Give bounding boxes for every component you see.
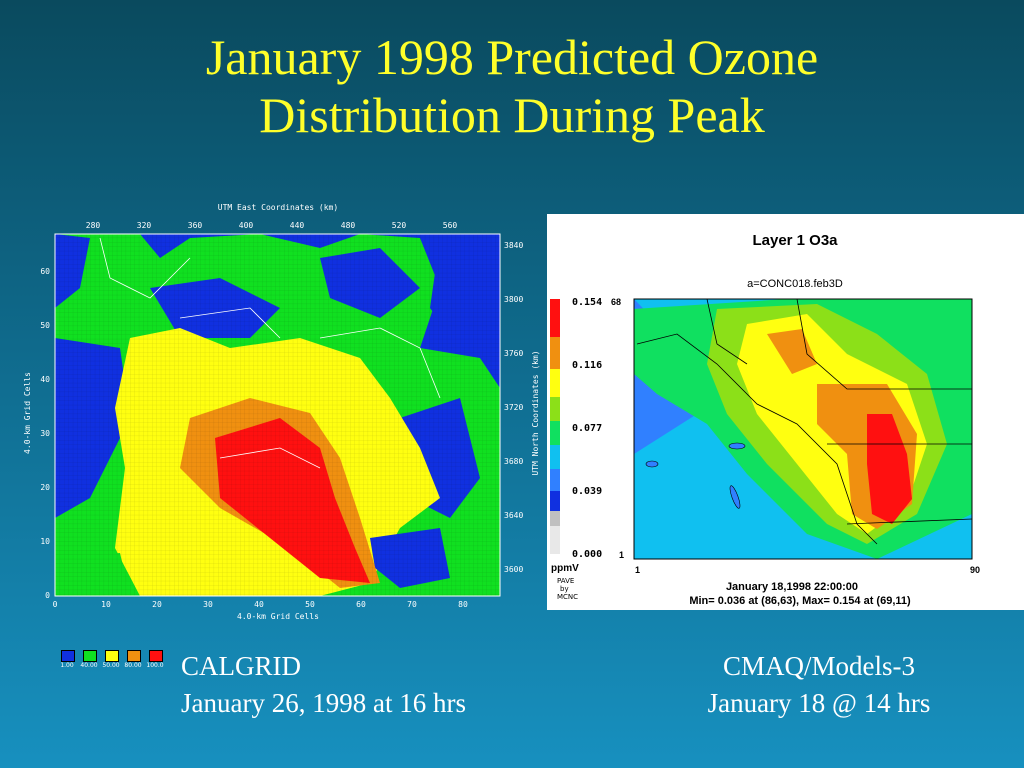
right-tick: 3680 <box>504 457 523 466</box>
left-caption-model: CALGRID <box>181 651 301 681</box>
cmaq-ozone-map: Layer 1 O3a a=CONC018.feb3D 0.154 0.116 … <box>547 214 1024 610</box>
top-tick: 440 <box>290 221 305 230</box>
top-axis-title: UTM East Coordinates (km) <box>218 203 338 212</box>
bottom-tick: 80 <box>458 600 468 609</box>
concentration-field <box>55 234 500 596</box>
x-axis-start: 1 <box>635 565 640 575</box>
left-tick: 20 <box>40 483 50 492</box>
top-tick: 280 <box>86 221 101 230</box>
calgrid-ozone-map: UTM East Coordinates (km) 4.0-km Grid Ce… <box>23 203 540 621</box>
right-caption-date: January 18 @ 14 hrs <box>707 688 931 718</box>
bottom-tick: 70 <box>407 600 417 609</box>
right-tick: 3840 <box>504 241 523 250</box>
legend-label: 40.00 <box>80 662 98 669</box>
right-caption: CMAQ/Models-3 January 18 @ 14 hrs <box>676 648 962 722</box>
legend-label: 50.00 <box>102 662 120 669</box>
bottom-axis-title: 4.0-km Grid Cells <box>237 612 319 621</box>
bottom-tick: 40 <box>254 600 264 609</box>
legend-swatch <box>149 650 163 662</box>
top-tick: 480 <box>341 221 356 230</box>
left-tick: 30 <box>40 429 50 438</box>
right-tick: 3640 <box>504 511 523 520</box>
color-scale <box>550 299 560 554</box>
title-line-1: January 1998 Predicted Ozone <box>205 29 819 85</box>
left-tick: 40 <box>40 375 50 384</box>
left-axis-title: 4.0-km Grid Cells <box>23 372 32 454</box>
bottom-tick: 60 <box>356 600 366 609</box>
legend-label: 1.00 <box>60 662 74 669</box>
y-axis-bottom: 1 <box>619 550 624 560</box>
top-tick: 360 <box>188 221 203 230</box>
scale-label: 0.116 <box>572 360 602 371</box>
scale-label: 0.154 <box>572 297 602 308</box>
legend-swatch <box>127 650 141 662</box>
left-tick: 60 <box>40 267 50 276</box>
left-tick: 10 <box>40 537 50 546</box>
left-caption-date: January 26, 1998 at 16 hrs <box>181 688 466 718</box>
unit-label: ppmV <box>551 563 579 574</box>
bottom-tick: 50 <box>305 600 315 609</box>
left-tick: 0 <box>45 591 50 600</box>
scale-label: 0.039 <box>572 486 602 497</box>
legend-swatch <box>83 650 97 662</box>
legend-swatch <box>61 650 75 662</box>
credit-line: PAVE <box>557 577 574 585</box>
slide-title: January 1998 Predicted Ozone Distributio… <box>0 28 1024 144</box>
top-tick: 560 <box>443 221 458 230</box>
bottom-tick: 10 <box>101 600 111 609</box>
datetime-label: January 18,1998 22:00:00 <box>726 581 858 593</box>
top-tick: 320 <box>137 221 152 230</box>
bottom-tick: 20 <box>152 600 162 609</box>
top-tick: 520 <box>392 221 407 230</box>
title-line-2: Distribution During Peak <box>259 87 765 143</box>
cmaq-concentration-field <box>634 299 972 559</box>
right-plot-title: Layer 1 O3a <box>752 232 838 249</box>
scale-label: 0.077 <box>572 423 602 434</box>
cmaq-plot-svg: Layer 1 O3a a=CONC018.feb3D 0.154 0.116 … <box>550 232 980 607</box>
credit-line: by <box>560 585 569 593</box>
scale-label: 0.000 <box>572 549 602 560</box>
right-tick: 3760 <box>504 349 523 358</box>
right-tick: 3600 <box>504 565 523 574</box>
right-axis-title: UTM North Coordinates (km) <box>531 350 540 475</box>
left-caption: CALGRID January 26, 1998 at 16 hrs <box>181 648 466 722</box>
x-axis-end: 90 <box>970 565 980 575</box>
right-tick: 3800 <box>504 295 523 304</box>
legend-label: 80.00 <box>124 662 142 669</box>
y-axis-top: 68 <box>611 297 621 307</box>
minmax-label: Min= 0.036 at (86,63), Max= 0.154 at (69… <box>689 595 911 607</box>
right-plot-subtitle: a=CONC018.feb3D <box>747 278 843 290</box>
legend-label: 100.0 <box>146 662 164 669</box>
legend-swatch <box>105 650 119 662</box>
bottom-tick: 0 <box>53 600 58 609</box>
top-tick: 400 <box>239 221 254 230</box>
right-caption-model: CMAQ/Models-3 <box>722 651 915 681</box>
left-tick: 50 <box>40 321 50 330</box>
right-tick: 3720 <box>504 403 523 412</box>
credit-line: MCNC <box>557 593 578 601</box>
bottom-tick: 30 <box>203 600 213 609</box>
